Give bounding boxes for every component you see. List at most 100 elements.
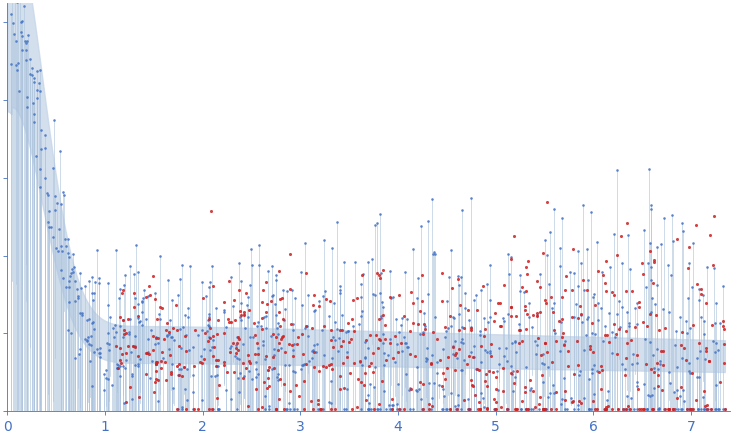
Point [67,269,79,276]
Point [470,291,482,298]
Point [400,339,412,346]
Point [196,295,208,302]
Point [685,406,697,413]
Point [43,218,54,225]
Point [543,281,555,288]
Point [559,286,571,293]
Point [636,260,647,267]
Point [476,286,487,293]
Point [655,347,667,354]
Point [150,361,162,368]
Point [340,406,352,413]
Point [698,317,710,324]
Point [74,270,86,277]
Point [452,402,464,409]
Point [542,363,553,370]
Point [261,301,273,308]
Point [717,323,729,329]
Point [498,281,510,288]
Point [407,320,419,327]
Point [566,399,578,406]
Point [193,406,205,413]
Point [536,360,548,367]
Point [701,406,713,413]
Point [519,388,531,395]
Point [463,406,475,413]
Point [616,303,627,310]
Point [243,402,254,409]
Point [710,339,721,346]
Point [204,346,216,353]
Point [600,406,611,413]
Point [581,332,592,339]
Point [581,286,592,293]
Point [35,126,47,133]
Point [375,315,387,322]
Point [384,268,396,275]
Point [479,378,491,385]
Point [161,333,173,340]
Point [642,260,654,267]
Point [655,240,667,247]
Point [8,31,20,38]
Point [677,387,689,394]
Point [462,406,474,413]
Point [154,303,166,310]
Point [700,406,712,413]
Point [647,280,658,287]
Point [262,366,273,373]
Point [24,71,36,78]
Point [585,208,597,215]
Point [531,341,543,348]
Point [226,274,237,281]
Point [341,329,353,336]
Point [34,146,46,153]
Point [696,285,707,292]
Point [386,395,398,402]
Point [421,357,432,364]
Point [550,406,562,413]
Point [652,243,663,250]
Point [159,358,171,365]
Point [166,370,177,377]
Point [436,298,448,305]
Point [517,398,528,405]
Point [235,300,247,307]
Point [622,402,633,409]
Point [329,319,341,326]
Point [416,222,427,229]
Point [240,289,251,296]
Point [95,345,106,352]
Point [412,320,424,327]
Point [687,239,699,246]
Point [356,281,367,288]
Point [416,406,427,413]
Point [476,359,487,366]
Point [163,330,174,337]
Point [646,406,658,413]
Point [95,350,106,357]
Point [353,321,365,328]
Point [21,94,33,101]
Point [150,358,162,365]
Point [520,302,531,309]
Point [11,67,23,74]
Point [465,377,476,384]
Point [589,331,600,338]
Point [173,361,185,368]
Point [700,348,712,355]
Point [675,406,687,413]
Point [457,366,468,373]
Point [177,323,188,330]
Point [684,406,696,413]
Point [270,312,281,319]
Point [621,340,633,347]
Point [586,329,598,336]
Point [380,406,392,413]
Point [111,246,122,253]
Point [244,334,256,341]
Point [522,311,534,318]
Point [89,278,101,285]
Point [325,365,337,372]
Point [140,316,152,323]
